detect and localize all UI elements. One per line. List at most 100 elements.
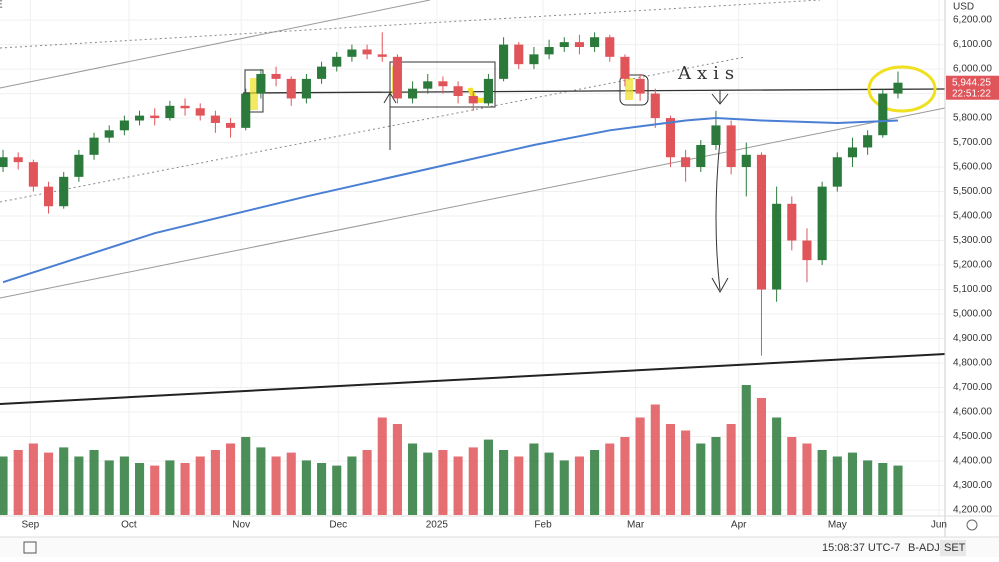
candle-body [89, 137, 99, 155]
candle-body [150, 115, 160, 119]
x-tick-label: Dec [329, 520, 347, 531]
y-tick-label: 4,200.00 [953, 505, 992, 516]
candle-body [377, 54, 387, 57]
countdown: 22:51:22 [952, 88, 991, 99]
volume-bar [256, 447, 266, 515]
volume-bar [620, 437, 630, 515]
volume-bar [529, 443, 539, 515]
highlight [625, 78, 633, 100]
volume-bar [226, 443, 236, 515]
candle-body [559, 42, 569, 48]
candle-body [165, 105, 175, 119]
volume-bar [544, 452, 554, 515]
x-tick-label: 2025 [426, 520, 449, 531]
candle-body [362, 49, 372, 55]
volume-bar [43, 452, 54, 515]
candle-body [847, 147, 858, 158]
box [619, 74, 649, 106]
candle-body [104, 130, 114, 138]
volume-bar [453, 456, 463, 515]
y-tick-label: 6,000.00 [953, 64, 992, 75]
volume-bar [423, 452, 433, 515]
x-tick-label: May [828, 520, 847, 531]
candle-body [726, 125, 736, 168]
volume-bar [74, 456, 84, 515]
candle-body [210, 115, 220, 123]
x-tick-label: Sep [21, 520, 39, 531]
candle-body [817, 186, 827, 261]
candle-body [878, 93, 888, 136]
candle-body [665, 118, 675, 158]
candle-body [135, 115, 145, 121]
y-tick-label: 5,300.00 [953, 235, 992, 246]
volume-bar [377, 417, 387, 515]
volume-bar [863, 460, 873, 515]
candle-body [832, 157, 842, 187]
volume-bar [741, 385, 751, 515]
volume-bar [438, 450, 448, 515]
candle-body [741, 154, 751, 168]
volume-bar [514, 456, 524, 515]
candle-body [13, 157, 23, 163]
candle-body [423, 81, 433, 89]
settings-icon[interactable] [966, 519, 978, 531]
volume-bar [635, 417, 645, 515]
symbol: E [0, 0, 3, 11]
y-tick-label: 6,200.00 [953, 15, 992, 26]
volume-bar [483, 439, 493, 515]
arrow [711, 90, 729, 105]
y-tick-label: 4,800.00 [953, 358, 992, 369]
volume-bar [104, 460, 114, 515]
clock: 15:08:37 UTC-7 [822, 542, 900, 554]
highlight [250, 78, 258, 110]
volume-bar [893, 465, 903, 515]
volume-bar [499, 450, 509, 515]
y-tick-label: 5,100.00 [953, 284, 992, 295]
box [389, 61, 496, 108]
volume-bar [301, 460, 311, 515]
calendar-icon[interactable] [23, 541, 37, 554]
candle-body [347, 49, 357, 57]
candle-body [863, 135, 873, 148]
volume-bar [150, 465, 160, 515]
candle-body [635, 78, 645, 94]
candle-body [696, 145, 706, 168]
candle-body [756, 154, 767, 290]
candle-body [711, 125, 721, 146]
volume-bar [135, 463, 145, 515]
drawings [0, 0, 946, 405]
session-bg [940, 540, 966, 556]
x-tick-label: Mar [627, 520, 645, 531]
trend-line [0, 56, 746, 203]
x-tick-label: Feb [534, 520, 552, 531]
volume-bar [241, 437, 251, 515]
candle-body [180, 105, 190, 109]
candle-body [286, 78, 296, 99]
candle-body [453, 86, 463, 97]
y-tick-label: 5,800.00 [953, 113, 992, 124]
candle-body [574, 42, 584, 48]
candle-body [650, 93, 660, 119]
volume-bar [286, 452, 296, 515]
candle-body [271, 73, 281, 79]
candle-body [468, 96, 478, 104]
y-tick-label: 5,400.00 [953, 211, 992, 222]
volume-bar [408, 443, 418, 515]
volume-bar [802, 443, 812, 515]
session-toggle[interactable]: SET [944, 542, 966, 554]
volume-bar [271, 456, 281, 515]
volume-bar [787, 437, 797, 515]
candle-body [332, 56, 342, 67]
arrow [383, 92, 397, 150]
axis-line [242, 88, 946, 94]
volume-bar [347, 456, 357, 515]
y-tick-label: 5,700.00 [953, 137, 992, 148]
volume-bar [13, 450, 23, 515]
volume-bar [180, 463, 190, 515]
trend-line [0, 0, 431, 89]
y-tick-label: 5,200.00 [953, 260, 992, 271]
volume-bar [392, 424, 402, 515]
adjust-toggle[interactable]: B-ADJ [908, 542, 940, 554]
